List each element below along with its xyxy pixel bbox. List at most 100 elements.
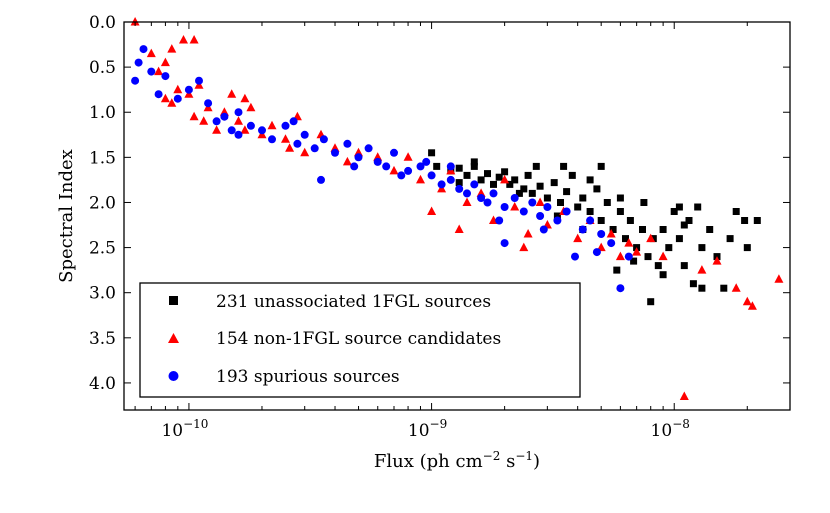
data-point [167, 44, 177, 53]
data-point [167, 98, 177, 107]
series-2 [131, 45, 633, 293]
data-point [446, 175, 455, 184]
data-point [455, 164, 463, 172]
y-tick-label: 3.5 [89, 329, 116, 349]
data-point [495, 173, 503, 181]
data-point [173, 94, 182, 103]
data-point [597, 230, 606, 238]
data-point [195, 76, 203, 85]
data-point [310, 144, 319, 153]
data-point [573, 233, 583, 243]
data-point [731, 283, 741, 292]
y-tick-label: 3.0 [89, 284, 116, 304]
legend: 231 unassociated 1FGL sources 154 non-1F… [139, 282, 581, 398]
data-point [154, 66, 164, 76]
data-point [506, 180, 514, 188]
data-point [511, 176, 519, 184]
data-point [528, 189, 536, 197]
y-tick-label: 1.5 [89, 148, 116, 168]
data-point [609, 226, 617, 233]
data-point [281, 121, 290, 130]
data-point [300, 147, 310, 157]
data-point [495, 216, 504, 225]
data-point [234, 108, 243, 117]
data-point [543, 194, 551, 202]
data-point [632, 247, 642, 256]
data-point [501, 168, 509, 176]
data-point [578, 225, 587, 234]
data-point [179, 35, 188, 44]
data-point [742, 296, 752, 306]
data-point [550, 179, 558, 187]
data-point [523, 229, 533, 238]
data-point [626, 217, 634, 224]
data-point [658, 251, 668, 261]
data-point [489, 189, 498, 198]
data-point [470, 158, 478, 166]
legend-marker-non1fgl [168, 333, 179, 343]
data-point [659, 271, 667, 279]
data-point [697, 265, 707, 274]
data-point [639, 226, 646, 233]
legend-label-spurious: 193 spurious sources [216, 367, 400, 387]
data-point [586, 176, 594, 184]
data-point [706, 226, 714, 233]
data-point [732, 208, 740, 215]
data-point [536, 212, 545, 220]
data-point [389, 165, 399, 175]
data-point [462, 197, 472, 206]
data-marks [130, 17, 784, 400]
y-tick-label: 0.0 [89, 13, 116, 33]
x-axis-title-end: ) [533, 451, 540, 472]
data-point [161, 72, 170, 81]
data-point [139, 45, 148, 54]
data-point [173, 84, 183, 94]
data-point [160, 57, 170, 67]
data-point [234, 130, 243, 139]
data-point [624, 238, 634, 247]
data-point [433, 162, 441, 170]
data-point [536, 182, 544, 190]
data-point [675, 235, 683, 243]
data-point [603, 199, 611, 206]
x-tick-label: 10−10 [161, 417, 208, 441]
data-point [616, 284, 625, 293]
data-point [519, 242, 529, 252]
data-point [586, 208, 594, 215]
data-point [427, 206, 437, 215]
data-point [720, 284, 728, 292]
legend-label-non1fgl: 154 non-1FGL source candidates [216, 329, 501, 349]
data-point [574, 203, 582, 211]
y-tick-label: 1.0 [89, 103, 116, 123]
data-point [134, 58, 143, 67]
data-point [539, 225, 548, 234]
data-point [484, 170, 491, 178]
data-point [130, 17, 140, 26]
data-point [416, 174, 425, 184]
plot-frame [123, 21, 791, 411]
data-point [403, 152, 413, 161]
data-point [268, 135, 276, 144]
data-point [520, 185, 528, 193]
data-point [212, 117, 221, 126]
data-point [397, 171, 406, 180]
data-point [483, 198, 492, 207]
data-point [455, 184, 464, 193]
x-tick-label: 10−8 [651, 417, 690, 441]
data-point [477, 176, 485, 184]
data-point [753, 217, 761, 224]
data-point [615, 251, 625, 261]
data-point [644, 253, 652, 261]
data-point [654, 262, 662, 270]
data-point [317, 175, 325, 184]
data-point [455, 179, 463, 187]
data-point [227, 126, 236, 135]
data-point [613, 266, 621, 274]
data-point [189, 35, 199, 44]
data-point [560, 162, 568, 170]
data-point [446, 162, 455, 171]
data-point [640, 199, 648, 206]
data-point [227, 89, 237, 98]
data-point [524, 171, 532, 179]
data-point [624, 252, 633, 261]
